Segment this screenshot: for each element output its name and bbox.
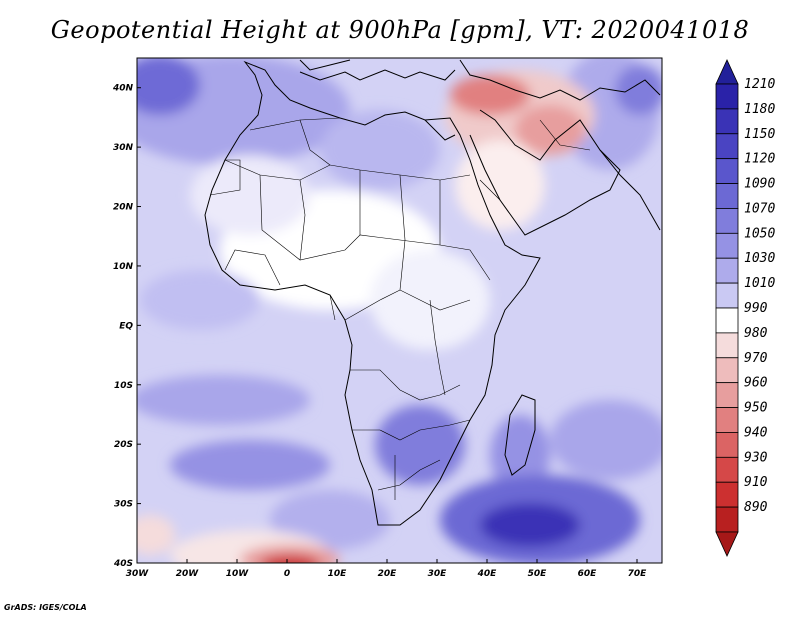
lat-tick-label: EQ [119,321,133,331]
longitude-axis: 30W 20W 10W 0 10E 20E 30E 40E 50E 60E 70E [126,559,647,579]
colorbar-swatch [715,332,739,359]
plot-frame [136,57,663,564]
lon-tick-label: 10W [226,569,250,579]
colorbar-level-label: 890 [744,500,768,515]
colorbar-level-label: 980 [744,326,768,341]
colorbar-swatch [715,108,739,135]
map-title: Geopotential Height at 900hPa [gpm], VT:… [50,16,750,44]
colorbar-bottom-arrow [715,531,739,557]
colorbar-swatch [715,158,739,184]
lon-tick-label: 30E [428,569,448,579]
colorbar-level-label: 970 [744,351,768,366]
colorbar-level-label: 930 [744,450,768,465]
colorbar-swatch [715,307,739,334]
coastline-outline [204,59,661,526]
colorbar-level-label: 1180 [744,102,775,117]
colorbar-level-label: 1120 [744,152,775,167]
lat-tick-label: 20N [113,203,134,213]
colorbar-swatch [715,456,739,483]
colorbar-level-label: 940 [744,425,768,440]
grads-credit: GrADS: IGES/COLA [4,603,87,612]
colorbar-swatch [715,382,739,408]
colorbar-swatch [715,257,739,284]
colorbar-level-label: 1210 [744,77,775,92]
colorbar-level-label: 990 [744,301,768,316]
colorbar-swatch [715,481,739,508]
lon-tick-label: 10E [328,569,348,579]
lon-tick-label: 70E [628,569,648,579]
colorbar-level-label: 1070 [744,201,775,216]
country-borders [209,117,591,500]
colorbar: 1210 1180 1150 1120 1090 1070 1050 1030 1010 990 9… [715,59,775,557]
colorbar-level-label: 1150 [744,127,775,142]
lat-tick-label: 10N [113,262,134,272]
colorbar-level-label: 950 [744,401,768,416]
colorbar-level-label: 1050 [744,226,775,241]
colorbar-top-arrow [715,59,739,85]
lon-tick-label: 20W [176,569,200,579]
colorbar-swatch [715,208,739,234]
colorbar-level-label: 1010 [744,276,775,291]
lat-tick-label: 40S [113,559,133,569]
lat-tick-label: 30N [113,143,134,153]
lat-tick-label: 20S [114,440,133,450]
colorbar-swatch [715,282,739,309]
lon-tick-label: 50E [528,569,548,579]
lon-tick-label: 20E [378,569,398,579]
latitude-axis: 40N 30N 20N 10N EQ 10S 20S 30S 40S [112,84,141,569]
colorbar-swatch [715,357,739,384]
colorbar-swatch [715,183,739,209]
lat-tick-label: 40N [112,84,134,94]
colorbar-swatch [715,232,739,259]
colorbar-level-label: 1030 [744,251,775,266]
lon-tick-label: 0 [284,569,290,579]
colorbar-level-label: 1090 [744,177,775,192]
colorbar-swatch [715,432,739,458]
lon-tick-label: 60E [578,569,598,579]
colorbar-swatch [715,83,739,110]
colorbar-level-label: 960 [744,376,768,391]
lat-tick-label: 10S [114,381,133,391]
colorbar-swatch [715,506,739,533]
lon-tick-label: 40E [477,569,498,579]
colorbar-level-label: 910 [744,475,768,490]
colorbar-swatch [715,407,739,433]
colorbar-swatch [715,133,739,160]
lat-tick-label: 30S [114,500,133,510]
lon-tick-label: 30W [126,569,150,579]
height-field-shading [137,58,662,563]
